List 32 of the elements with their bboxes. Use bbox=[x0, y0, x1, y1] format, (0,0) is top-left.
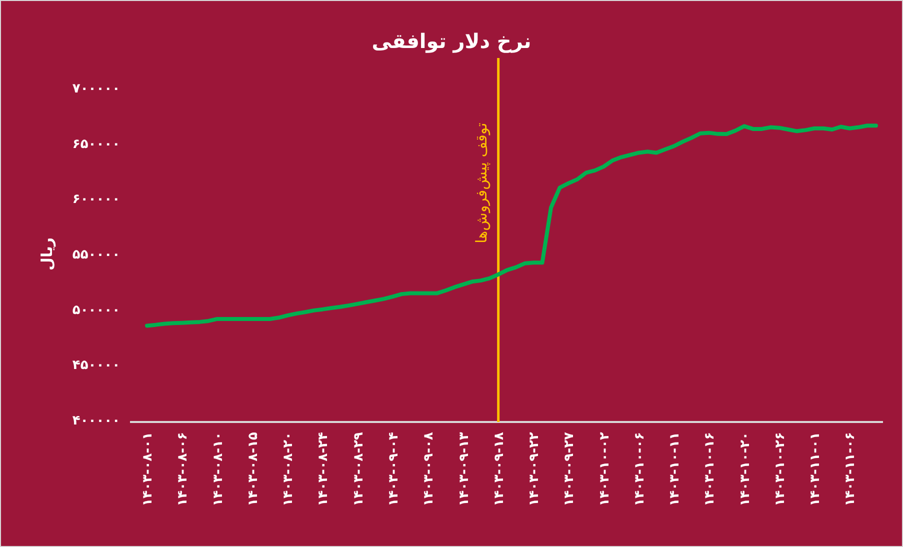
y-tick-label: ۵۵۰۰۰۰ bbox=[72, 248, 120, 263]
x-tick-label: ۱۴۰۳-۰۹-۱۳ bbox=[456, 432, 472, 506]
x-tick-label: ۱۴۰۳-۰۸-۲۹ bbox=[351, 432, 366, 506]
y-tick-label: ۶۰۰۰۰۰ bbox=[72, 192, 120, 208]
x-tick-label: ۱۴۰۳-۰۹-۲۲ bbox=[527, 432, 542, 506]
x-tick-label: ۱۴۰۳-۱۰-۲۶ bbox=[772, 432, 788, 506]
x-tick-label: ۱۴۰۳-۰۸-۱۰ bbox=[210, 432, 226, 506]
x-tick-label: ۱۴۰۳-۱۰-۱۱ bbox=[668, 432, 683, 506]
y-tick-label: ۷۰۰۰۰۰ bbox=[72, 82, 120, 97]
x-tick-label: ۱۴۰۳-۱۰-۲۰ bbox=[738, 432, 753, 506]
x-tick-label: ۱۴۰۳-۰۹-۰۸ bbox=[422, 432, 437, 506]
x-tick-label: ۱۴۰۳-۰۸-۲۴ bbox=[316, 432, 332, 506]
x-tick-label: ۱۴۰۳-۱۰-۰۶ bbox=[632, 432, 648, 506]
x-tick-label: ۱۴۰۳-۰۸-۱۵ bbox=[246, 432, 261, 506]
x-tick-label: ۱۴۰۳-۱۱-۰۱ bbox=[808, 432, 824, 506]
ref-line-label: توقف پیش‌فروش‌ها bbox=[472, 122, 490, 244]
y-tick-label: ۵۰۰۰۰۰ bbox=[72, 302, 120, 318]
x-tick-label: ۱۴۰۳-۰۸-۰۶ bbox=[176, 432, 191, 506]
x-tick-label: ۱۴۰۳-۰۸-۲۰ bbox=[281, 432, 296, 506]
x-tick-label: ۱۴۰۳-۰۹-۱۸ bbox=[492, 432, 507, 506]
y-tick-label: ۴۵۰۰۰۰ bbox=[72, 358, 120, 374]
y-tick-label: ۴۰۰۰۰۰ bbox=[72, 414, 120, 429]
chart-title: نرخ دلار توافقی bbox=[372, 29, 532, 53]
y-tick-label: ۶۵۰۰۰۰ bbox=[72, 136, 120, 152]
x-tick-label: ۱۴۰۳-۰۹-۲۷ bbox=[562, 432, 578, 506]
x-tick-label: ۱۴۰۳-۱۰-۰۲ bbox=[597, 432, 612, 506]
y-axis-title: ریال bbox=[38, 238, 56, 270]
line-series bbox=[145, 124, 878, 328]
x-tick-label: ۱۴۰۳-۰۸-۰۱ bbox=[140, 432, 156, 506]
x-tick-label: ۱۴۰۳-۱۱-۰۶ bbox=[843, 432, 858, 506]
x-tick-label: ۱۴۰۳-۱۰-۱۶ bbox=[702, 432, 718, 506]
x-tick-label: ۱۴۰۳-۰۹-۰۴ bbox=[386, 432, 402, 506]
